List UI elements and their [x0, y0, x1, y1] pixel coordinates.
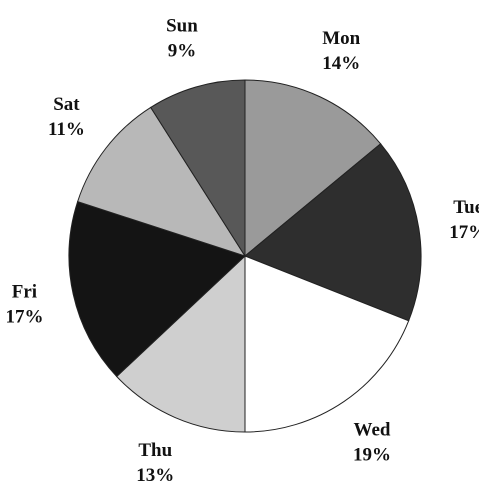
slice-value-label: 13% — [136, 465, 174, 486]
slice-value-label: 19% — [353, 444, 391, 465]
pie-slice — [244, 79, 382, 258]
pie-slice — [68, 200, 246, 378]
slice-value-label: 17% — [449, 222, 479, 243]
slice-value-label: 9% — [168, 40, 197, 61]
slice-value-label: 11% — [48, 119, 85, 140]
pie-slice — [244, 143, 422, 322]
slice-label: Tue — [453, 197, 479, 218]
pie-slice — [115, 254, 246, 433]
slice-label: Sun — [166, 15, 198, 36]
pie-slice — [150, 79, 246, 258]
slice-label: Mon — [322, 28, 360, 49]
slice-label: Fri — [12, 282, 37, 303]
pie-slice — [244, 255, 410, 433]
slice-label: Thu — [138, 440, 172, 461]
slice-value-label: 14% — [322, 53, 360, 74]
pie-slice — [76, 106, 247, 257]
slice-value-label: 17% — [5, 307, 43, 328]
slice-label: Wed — [354, 419, 391, 440]
slice-label: Sat — [53, 94, 80, 115]
